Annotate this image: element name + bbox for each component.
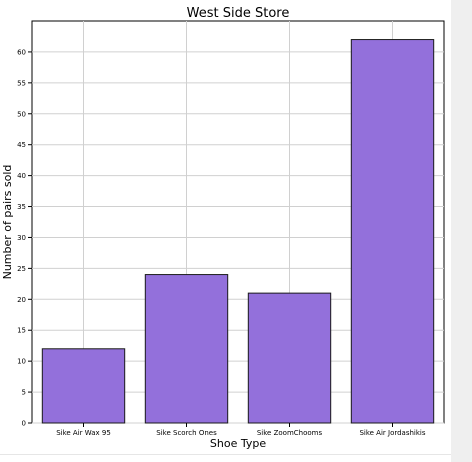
y-tick-label: 5	[22, 389, 26, 397]
chart-title: West Side Store	[187, 6, 290, 21]
y-tick-label: 30	[17, 234, 26, 242]
y-tick-label: 20	[17, 296, 26, 304]
bar-1	[144, 274, 229, 424]
bar-3	[350, 39, 435, 424]
x-tick-label: Sike Scorch Ones	[156, 429, 217, 437]
bottom-divider	[0, 454, 451, 455]
x-ticks: Sike Air Wax 95 Sike Scorch Ones Sike Zoom…	[56, 423, 426, 437]
y-tick-label: 0	[22, 420, 26, 428]
y-tick-label: 15	[17, 327, 26, 335]
right-scroll-strip	[451, 0, 472, 462]
x-tick-label: Sike Air Jordashikis	[359, 429, 425, 437]
bar-chart: 0 5 10 15 20 25 30 35 40 45 50 55 60 Sike Air Wax 95…	[1, 6, 445, 450]
y-tick-label: 25	[17, 265, 26, 273]
bar-0	[41, 348, 126, 424]
bar-2	[247, 292, 332, 424]
y-tick-label: 60	[17, 48, 26, 56]
y-tick-label: 40	[17, 172, 26, 180]
x-axis-label: Shoe Type	[210, 437, 266, 450]
x-tick-label: Sike Air Wax 95	[56, 429, 111, 437]
bars	[41, 39, 435, 424]
y-tick-label: 45	[17, 141, 26, 149]
x-tick-label: Sike ZoomChooms	[257, 429, 323, 437]
y-axis-label: Number of pairs sold	[1, 165, 14, 280]
y-tick-label: 55	[17, 79, 26, 87]
y-tick-label: 10	[17, 358, 26, 366]
y-tick-label: 35	[17, 203, 26, 211]
y-ticks: 0 5 10 15 20 25 30 35 40 45 50 55 60	[17, 48, 32, 428]
y-tick-label: 50	[17, 110, 26, 118]
